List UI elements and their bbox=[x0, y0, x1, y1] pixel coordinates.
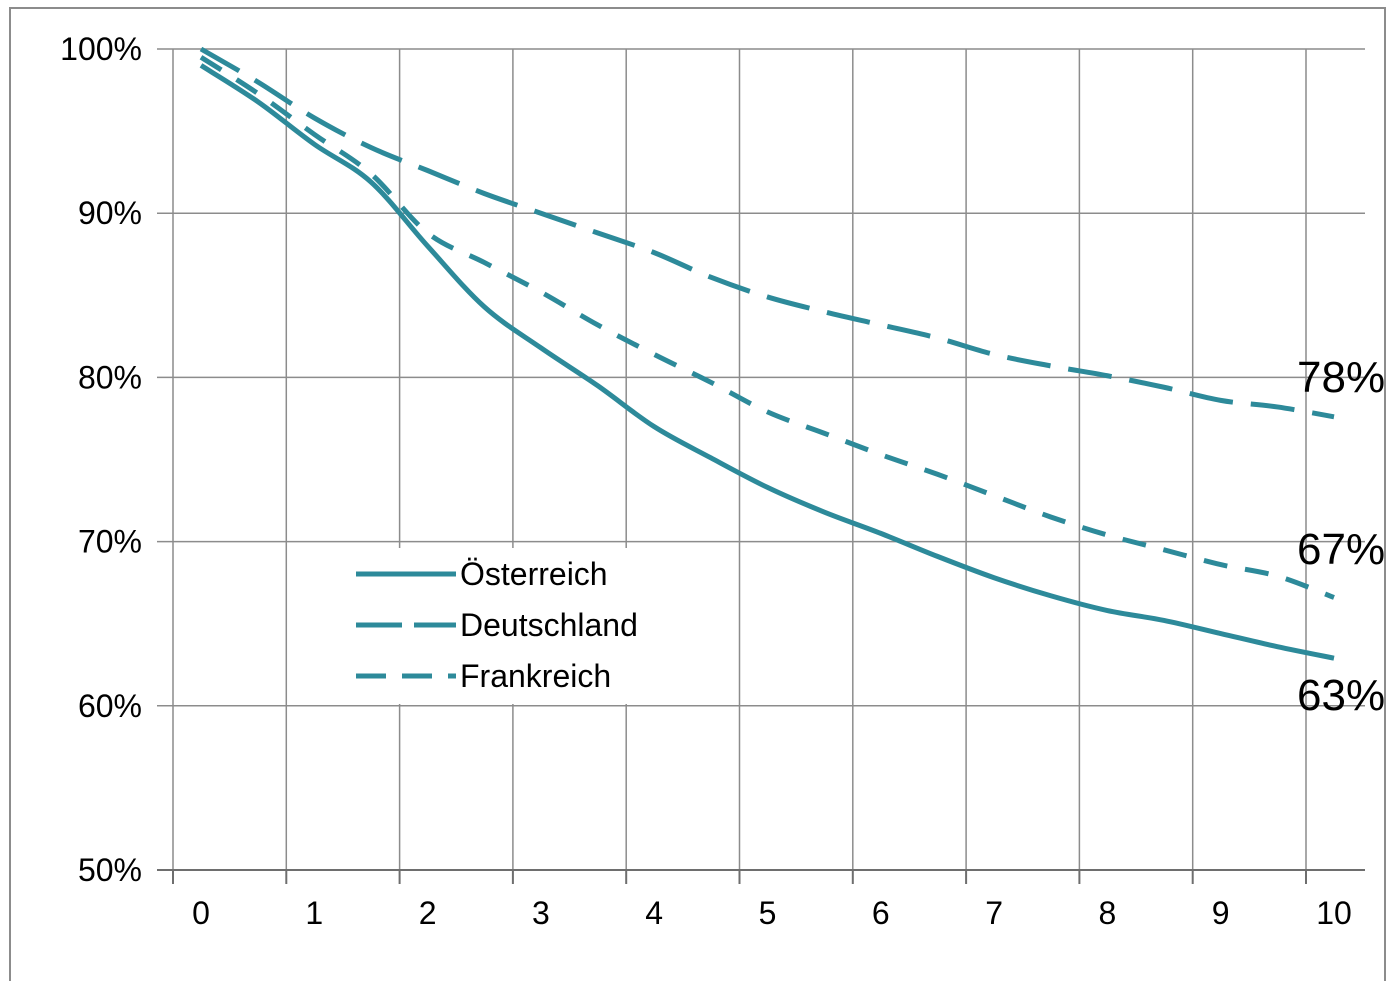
x-tick-label: 3 bbox=[532, 895, 550, 931]
y-tick-label: 60% bbox=[78, 688, 142, 724]
x-axis-ticks bbox=[172, 870, 1307, 884]
legend: Österreich Deutschland Frankreich bbox=[352, 548, 662, 704]
x-tick-label: 2 bbox=[419, 895, 437, 931]
legend-label: Frankreich bbox=[460, 658, 611, 694]
horizontal-gridlines bbox=[157, 48, 1365, 871]
y-tick-label: 50% bbox=[78, 852, 142, 888]
x-tick-label: 0 bbox=[192, 895, 210, 931]
series-line-österreich bbox=[199, 63, 1335, 661]
x-tick-label: 5 bbox=[759, 895, 777, 931]
x-tick-label: 9 bbox=[1212, 895, 1230, 931]
vertical-gridlines bbox=[172, 49, 1307, 870]
series-lines bbox=[199, 46, 1335, 661]
y-tick-label: 100% bbox=[60, 31, 142, 67]
y-axis-tick-labels: 100% 90% 80% 70% 60% 50% bbox=[60, 31, 142, 888]
x-tick-label: 10 bbox=[1316, 895, 1352, 931]
end-label: 67% bbox=[1297, 525, 1385, 574]
x-axis-tick-labels: 0 1 2 3 4 5 6 7 8 9 10 bbox=[192, 895, 1352, 931]
end-label: 78% bbox=[1297, 353, 1385, 402]
series-line-frankreich bbox=[199, 55, 1335, 600]
legend-label: Deutschland bbox=[460, 607, 638, 643]
x-tick-label: 7 bbox=[985, 895, 1003, 931]
x-tick-label: 4 bbox=[645, 895, 663, 931]
x-tick-label: 8 bbox=[1099, 895, 1117, 931]
y-tick-label: 70% bbox=[78, 524, 142, 560]
y-tick-label: 90% bbox=[78, 195, 142, 231]
legend-label: Österreich bbox=[460, 556, 608, 592]
y-tick-label: 80% bbox=[78, 359, 142, 395]
series-line-deutschland bbox=[199, 46, 1335, 420]
end-label: 63% bbox=[1297, 671, 1385, 720]
x-tick-label: 1 bbox=[305, 895, 323, 931]
x-tick-label: 6 bbox=[872, 895, 890, 931]
chart-frame bbox=[9, 7, 1386, 981]
end-labels: 63% 78% 67% bbox=[1297, 353, 1385, 720]
